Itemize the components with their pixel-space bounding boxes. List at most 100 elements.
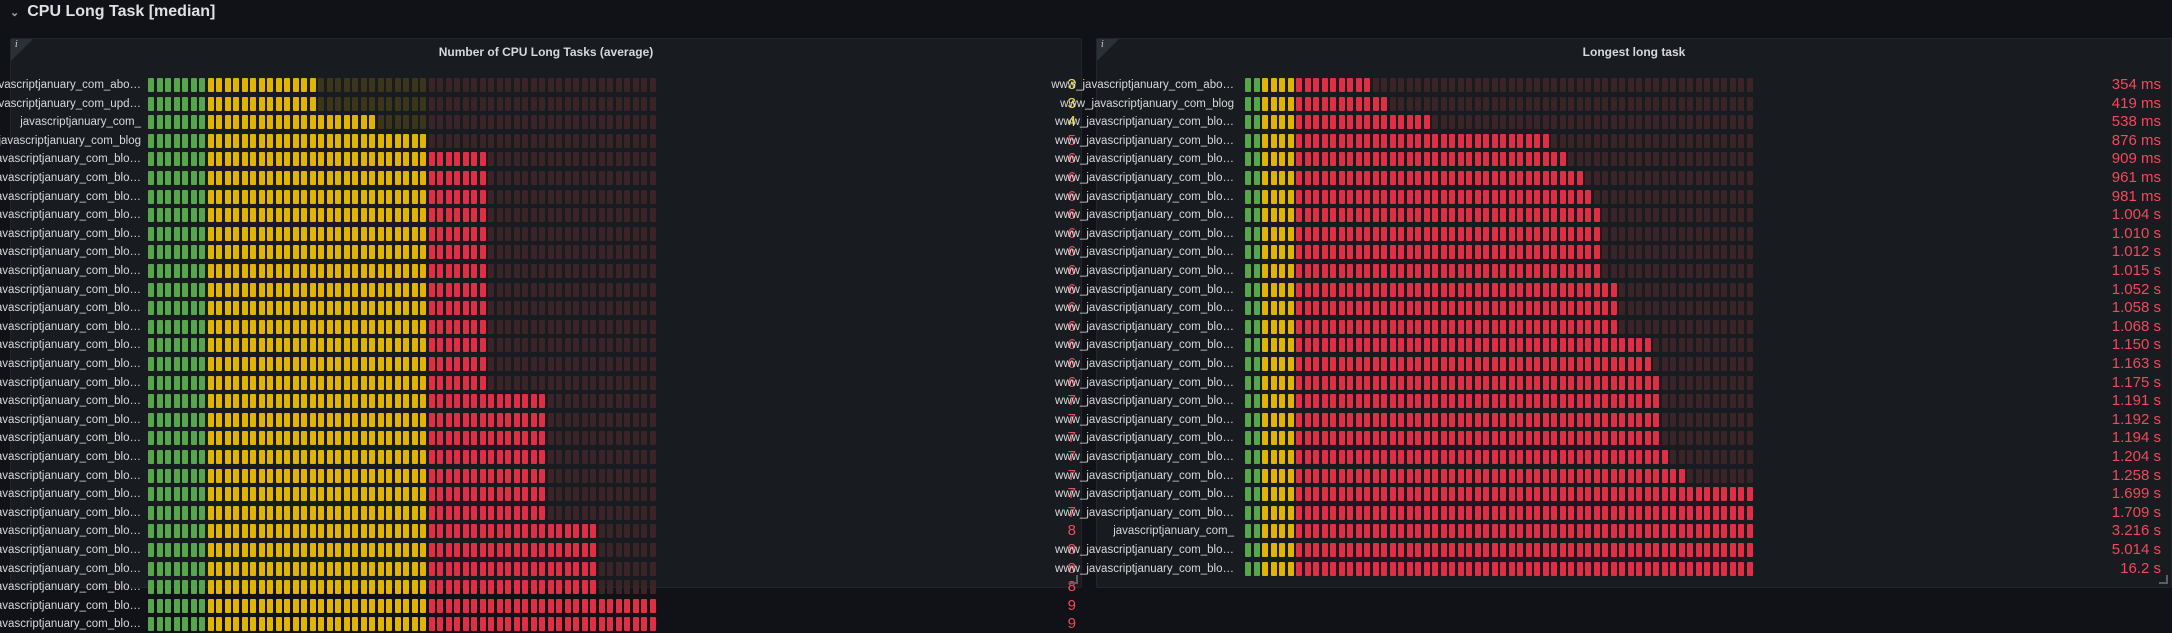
bar-gauge-row[interactable]: www_javascriptjanuary_com_blo…6 bbox=[0, 225, 1081, 243]
bar-gauge-row[interactable]: www_javascriptjanuary_com_blo…8 bbox=[0, 578, 1081, 596]
bar-gauge-row[interactable]: www_javascriptjanuary_com_blo…7 bbox=[0, 392, 1081, 410]
bar-gauge-row[interactable]: www_javascriptjanuary_com_blo…6 bbox=[0, 188, 1081, 206]
bar-gauge-row[interactable]: www_javascriptjanuary_com_blo… 5.014 s bbox=[1055, 541, 2171, 559]
bar-gauge-row[interactable]: javascriptjanuary_com_ 4 bbox=[11, 113, 1081, 131]
bar-gauge-row[interactable]: www_javascriptjanuary_com_blo…6 bbox=[0, 262, 1081, 280]
gauge-cell bbox=[1721, 245, 1727, 260]
gauge-cell bbox=[352, 208, 358, 223]
gauge-cell bbox=[1415, 152, 1421, 167]
bar-gauge-row[interactable]: www_javascriptjanuary_com_blo…6 bbox=[0, 281, 1081, 299]
gauge-cell bbox=[624, 78, 630, 92]
bar-gauge-row[interactable]: www_javascriptjanuary_com_blo…8 bbox=[0, 541, 1081, 559]
bar-gauge-row[interactable]: www_javascriptjanuary_com_blo…7 bbox=[0, 411, 1081, 429]
bar-gauge-row[interactable]: www_javascriptjanuary_com_blo… 1.068 s bbox=[1055, 318, 2171, 336]
bar-gauge-row[interactable]: www_javascriptjanuary_com_blo…7 bbox=[0, 467, 1081, 485]
gauge-cell bbox=[522, 78, 528, 92]
bar-gauge-row[interactable]: www_javascriptjanuary_com_blo…6 bbox=[0, 169, 1081, 187]
bar-gauge-row[interactable]: www_javascriptjanuary_com_blo… 909 ms bbox=[1055, 150, 2171, 168]
bar-gauge-row[interactable]: www_javascriptjanuary_com_blo…9 bbox=[0, 597, 1081, 615]
row-header[interactable]: ⌄ CPU Long Task [median] bbox=[10, 0, 215, 24]
gauge-cell bbox=[1279, 338, 1285, 353]
bar-gauge-row[interactable]: www_javascriptjanuary_com_blo… 1.163 s bbox=[1055, 355, 2171, 373]
gauge-cell bbox=[1330, 245, 1336, 260]
gauge-cell bbox=[1449, 189, 1455, 204]
bar-gauge-row[interactable]: www_javascriptjanuary_com_upd…3 bbox=[0, 95, 1081, 113]
gauge-cell bbox=[301, 319, 307, 334]
gauge-cell bbox=[496, 412, 503, 427]
bar-gauge-row[interactable]: www_javascriptjanuary_com_blo… 538 ms bbox=[1055, 113, 2171, 131]
gauge-cell bbox=[1542, 96, 1549, 111]
bar-gauge-row[interactable]: www_javascriptjanuary_com_blo… 1.052 s bbox=[1055, 281, 2171, 299]
gauge-cell bbox=[1364, 96, 1370, 111]
gauge-cell bbox=[199, 468, 205, 483]
bar-gauge-row[interactable]: www_javascriptjanuary_com_blo…6 bbox=[0, 206, 1081, 224]
gauge-cell bbox=[471, 78, 477, 92]
gauge-cell bbox=[632, 598, 639, 613]
bar-gauge-row[interactable]: www_javascriptjanuary_com_blo…6 bbox=[0, 243, 1081, 261]
gauge-cell bbox=[420, 133, 426, 148]
gauge-cell bbox=[530, 505, 537, 520]
gauge-cell bbox=[1746, 338, 1753, 353]
bar-gauge-row[interactable]: www_javascriptjanuary_com_blo… 1.004 s bbox=[1055, 206, 2171, 224]
gauge-cell bbox=[479, 375, 486, 390]
bar-gauge-row[interactable]: www_javascriptjanuary_com_blo…6 bbox=[0, 299, 1081, 317]
row-label: www_javascriptjanuary_com_blo… bbox=[0, 172, 141, 184]
panel-title[interactable]: Longest long task bbox=[1582, 45, 1686, 59]
bar-gauge-row[interactable]: www_javascriptjanuary_com_blo… 1.699 s bbox=[1055, 485, 2171, 503]
gauge-cell bbox=[343, 357, 350, 371]
gauge-cell bbox=[165, 561, 171, 576]
bar-gauge-row[interactable]: www_javascriptjanuary_com_blo… 1.012 s bbox=[1055, 243, 2171, 261]
bar-gauge-row[interactable]: www_javascriptjanuary_com_blo… 1.010 s bbox=[1055, 225, 2171, 243]
bar-gauge-row[interactable]: javascriptjanuary_com_ 3.216 s bbox=[1097, 522, 2171, 540]
bar-gauge-row[interactable]: www_javascriptjanuary_com_abo…3 bbox=[0, 76, 1081, 94]
row-value: 1.194 s bbox=[2111, 429, 2161, 447]
gauge-cell bbox=[437, 96, 443, 111]
gauge-cell bbox=[564, 375, 571, 390]
bar-gauge-row[interactable]: www_javascriptjanuary_com_abo… 354 ms bbox=[1051, 76, 2171, 94]
gauge-cell bbox=[258, 338, 265, 353]
bar-gauge-row[interactable]: www_javascriptjanuary_com_blo… 961 ms bbox=[1055, 169, 2171, 187]
info-icon[interactable]: i bbox=[15, 40, 18, 50]
gauge-cell bbox=[241, 598, 248, 613]
chevron-down-icon[interactable]: ⌄ bbox=[10, 6, 20, 19]
bar-gauge-row[interactable]: www_javascriptjanuary_com_blo…7 bbox=[0, 448, 1081, 466]
bar-gauge-row[interactable]: www_javascriptjanuary_com_blo…8 bbox=[0, 560, 1081, 578]
bar-gauge-row[interactable]: www_javascriptjanuary_com_blo… 1.191 s bbox=[1055, 392, 2171, 410]
bar-gauge-row[interactable]: www_javascriptjanuary_com_blo… 1.015 s bbox=[1055, 262, 2171, 280]
bar-gauge-row[interactable]: www_javascriptjanuary_com_blo… 876 ms bbox=[1055, 132, 2171, 150]
bar-gauge-row[interactable]: www_javascriptjanuary_com_blo…9 bbox=[0, 615, 1081, 633]
panel-title[interactable]: Number of CPU Long Tasks (average) bbox=[438, 45, 654, 59]
gauge-cell bbox=[403, 468, 409, 483]
gauge-cell bbox=[173, 375, 180, 390]
bar-gauge-row[interactable]: www_javascriptjanuary_com_blo… 1.258 s bbox=[1055, 467, 2171, 485]
resize-handle-icon[interactable] bbox=[2159, 575, 2168, 584]
bar-gauge-row[interactable]: www_javascriptjanuary_com_blo…6 bbox=[0, 355, 1081, 373]
bar-gauge-row[interactable]: www_javascriptjanuary_com_blo…7 bbox=[0, 504, 1081, 522]
bar-gauge-row[interactable]: www_javascriptjanuary_com_blo…7 bbox=[0, 429, 1081, 447]
resize-handle-icon[interactable] bbox=[1069, 575, 1078, 584]
bar-gauge-row[interactable]: www_javascriptjanuary_com_blo… 1.150 s bbox=[1055, 336, 2171, 354]
gauge-cell bbox=[403, 319, 409, 334]
bar-gauge-row[interactable]: www_javascriptjanuary_com_blo…6 bbox=[0, 374, 1081, 392]
bar-gauge-row[interactable]: www_javascriptjanuary_com_blo…6 bbox=[0, 150, 1081, 168]
bar-gauge-row[interactable]: www_javascriptjanuary_com_blo… 16.2 s bbox=[1055, 560, 2171, 578]
bar-gauge-row[interactable]: www_javascriptjanuary_com_blo… 981 ms bbox=[1055, 188, 2171, 206]
bar-gauge-row[interactable]: www_javascriptjanuary_com_blo… 1.175 s bbox=[1055, 374, 2171, 392]
info-icon[interactable]: i bbox=[1101, 40, 1104, 50]
bar-gauge-row[interactable]: www_javascriptjanuary_com_blo… 1.204 s bbox=[1055, 448, 2171, 466]
info-corner[interactable] bbox=[11, 39, 33, 61]
gauge-cell bbox=[1746, 561, 1753, 576]
bar-gauge-row[interactable]: www_javascriptjanuary_com_blo…8 bbox=[0, 522, 1081, 540]
bar-gauge-row[interactable]: www_javascriptjanuary_com_blo…6 bbox=[0, 318, 1081, 336]
info-corner[interactable] bbox=[1097, 39, 1119, 61]
bar-gauge-row[interactable]: www_javascriptjanuary_com_blo… 1.192 s bbox=[1055, 411, 2171, 429]
gauge-cell bbox=[1347, 152, 1353, 167]
bar-gauge-row[interactable]: www_javascriptjanuary_com_blo…7 bbox=[0, 485, 1081, 503]
bar-gauge-row[interactable]: www_javascriptjanuary_com_blo… 1.709 s bbox=[1055, 504, 2171, 522]
bar-gauge-row[interactable]: www_javascriptjanuary_com_blo… 1.194 s bbox=[1055, 429, 2171, 447]
bar-gauge-row[interactable]: www_javascriptjanuary_com_blo… 1.058 s bbox=[1055, 299, 2171, 317]
bar-gauge-row[interactable]: www_javascriptjanuary_com_blog 419 ms bbox=[1060, 95, 2171, 113]
gauge-cell bbox=[547, 431, 554, 446]
bar-gauge-row[interactable]: www_javascriptjanuary_com_blo…6 bbox=[0, 336, 1081, 354]
